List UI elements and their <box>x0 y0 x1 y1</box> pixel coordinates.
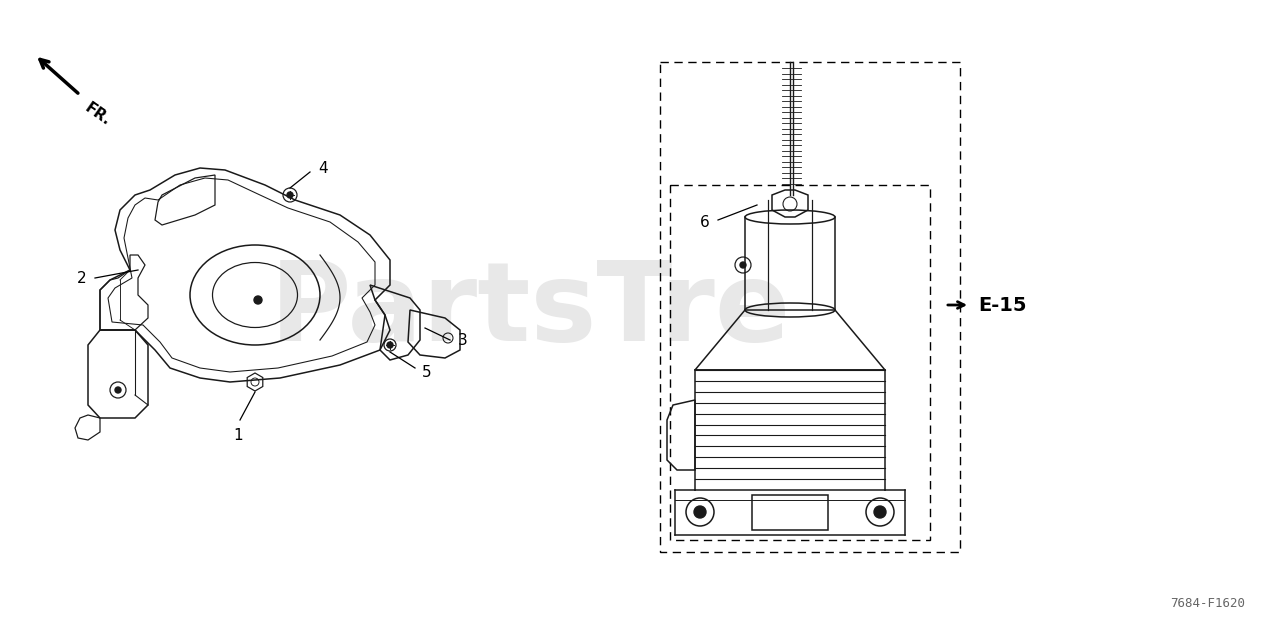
Text: E-15: E-15 <box>978 295 1027 314</box>
Circle shape <box>287 192 293 198</box>
Circle shape <box>694 506 707 518</box>
Circle shape <box>115 387 122 393</box>
Text: 5: 5 <box>422 364 431 380</box>
Text: 6: 6 <box>700 215 710 229</box>
Bar <box>660 62 960 552</box>
Text: 1: 1 <box>233 428 243 443</box>
Circle shape <box>387 342 393 348</box>
Circle shape <box>740 262 746 268</box>
Text: PartsTre: PartsTre <box>269 256 791 364</box>
Circle shape <box>253 296 262 304</box>
Text: 2: 2 <box>77 270 86 286</box>
Text: FR.: FR. <box>82 100 114 128</box>
Text: 4: 4 <box>317 160 328 176</box>
Bar <box>669 185 931 540</box>
Bar <box>753 495 828 530</box>
Text: 3: 3 <box>458 332 467 348</box>
Circle shape <box>874 506 886 518</box>
Text: 7684-F1620: 7684-F1620 <box>1170 597 1245 610</box>
